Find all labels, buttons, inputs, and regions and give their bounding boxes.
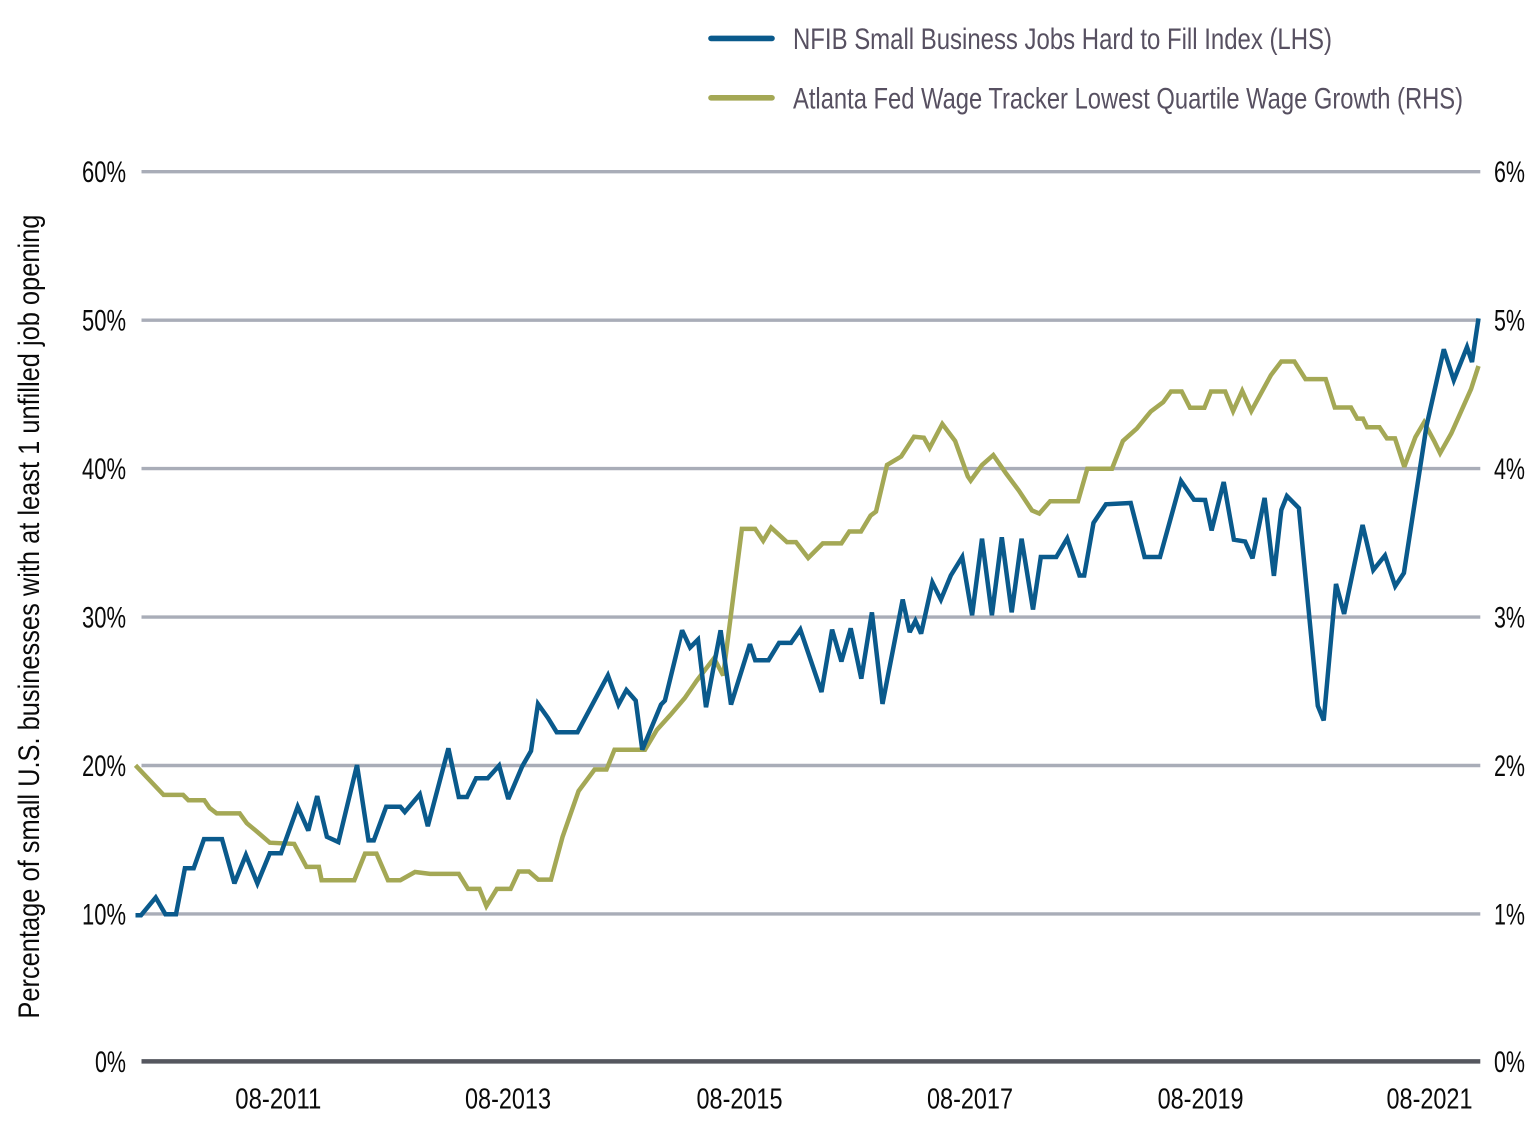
svg-text:2%: 2%	[1494, 750, 1525, 783]
svg-text:3%: 3%	[1494, 602, 1525, 635]
svg-text:08-2015: 08-2015	[697, 1084, 783, 1116]
svg-text:08-2017: 08-2017	[927, 1084, 1013, 1116]
svg-text:6%: 6%	[1494, 156, 1525, 189]
svg-text:08-2021: 08-2021	[1387, 1084, 1473, 1116]
svg-text:08-2019: 08-2019	[1158, 1084, 1244, 1116]
svg-text:10%: 10%	[82, 898, 126, 931]
svg-text:NFIB Small Business Jobs Hard: NFIB Small Business Jobs Hard to Fill In…	[793, 23, 1332, 56]
svg-text:60%: 60%	[82, 156, 126, 189]
svg-text:Percentage of small U.S. busin: Percentage of small U.S. businesses with…	[13, 215, 46, 1019]
svg-text:08-2013: 08-2013	[465, 1084, 551, 1116]
svg-text:0%: 0%	[95, 1046, 126, 1079]
svg-text:5%: 5%	[1494, 305, 1525, 338]
svg-text:4%: 4%	[1494, 453, 1525, 486]
svg-text:Atlanta Fed Wage Tracker Lowes: Atlanta Fed Wage Tracker Lowest Quartile…	[793, 82, 1463, 115]
svg-text:20%: 20%	[82, 750, 126, 783]
svg-text:0%: 0%	[1494, 1046, 1525, 1079]
svg-text:1%: 1%	[1494, 898, 1525, 931]
svg-text:08-2011: 08-2011	[235, 1084, 321, 1116]
svg-text:30%: 30%	[82, 602, 126, 635]
svg-text:40%: 40%	[82, 453, 126, 486]
svg-text:50%: 50%	[82, 305, 126, 338]
